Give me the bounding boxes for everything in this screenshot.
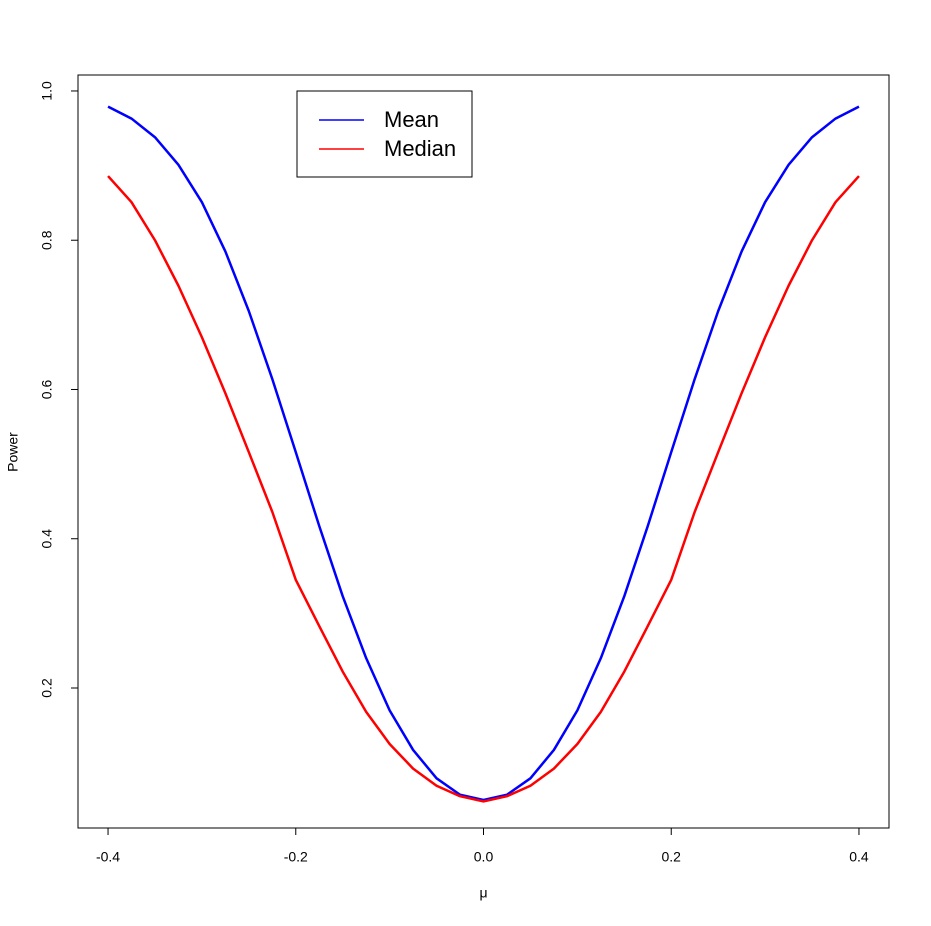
x-axis-label: μ xyxy=(479,885,487,901)
legend-box xyxy=(296,90,473,178)
y-axis-label: Power xyxy=(5,432,21,472)
legend-label: Mean xyxy=(384,107,439,132)
y-tick-label: 0.6 xyxy=(39,380,55,400)
series-line xyxy=(107,175,860,803)
y-tick-label: 1.0 xyxy=(39,81,55,101)
x-tick-label: 0.0 xyxy=(474,849,494,865)
y-tick-label: 0.2 xyxy=(39,678,55,698)
y-tick-label: 0.4 xyxy=(39,529,55,549)
legend-label: Median xyxy=(384,136,456,161)
x-tick-label: -0.2 xyxy=(284,849,308,865)
y-tick-label: 0.8 xyxy=(39,230,55,250)
series-line xyxy=(107,105,860,802)
x-tick-label: 0.4 xyxy=(849,849,869,865)
x-tick-label: 0.2 xyxy=(661,849,681,865)
x-tick-label: -0.4 xyxy=(96,849,120,865)
legend: Mean Median xyxy=(319,107,456,161)
plot-frame xyxy=(77,74,890,829)
